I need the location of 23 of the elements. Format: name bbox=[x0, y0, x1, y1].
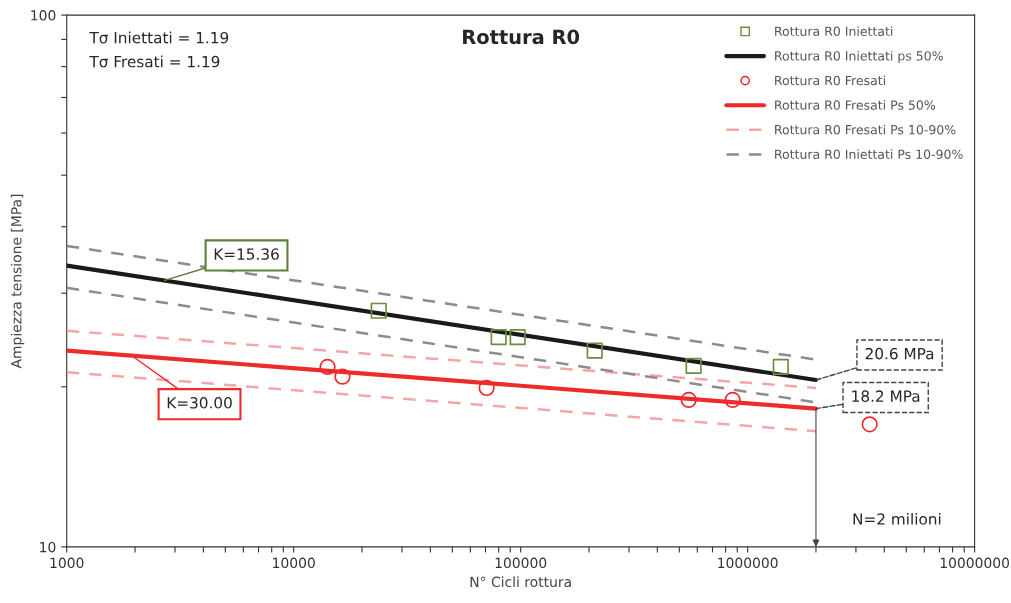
legend-label: Rottura R0 Iniettati ps 50% bbox=[775, 50, 943, 64]
legend-label: Rottura R0 Fresati bbox=[775, 75, 885, 86]
y-tick-label: 10 bbox=[40, 541, 56, 553]
x-tick-label: 10000 bbox=[273, 557, 315, 569]
x-tick-label: 10000000 bbox=[940, 557, 1010, 569]
annotation: N=2 milioni bbox=[853, 512, 941, 525]
legend-label: Rottura R0 Iniettati bbox=[775, 26, 893, 36]
x-tick-label: 1000000 bbox=[718, 557, 778, 569]
annotation: Tσ Fresati = 1.19 bbox=[89, 55, 220, 68]
annotation: 20.6 MPa bbox=[865, 347, 934, 360]
annotation: Tσ Iniettati = 1.19 bbox=[89, 31, 229, 44]
y-tick-label: 100 bbox=[31, 10, 56, 21]
legend-label: Rottura R0 Iniettati Ps 10-90% bbox=[775, 149, 963, 159]
annotation: K=30.00 bbox=[167, 397, 232, 409]
x-tick-label: 1000 bbox=[50, 557, 84, 569]
annotation: K=15.36 bbox=[214, 248, 279, 260]
x-axis-title: N° Cicli rottura bbox=[470, 576, 571, 588]
y-axis-title: Ampiezza tensione [MPa] bbox=[10, 194, 25, 369]
text: Rottura R0 bbox=[463, 29, 580, 45]
legend-label: Rottura R0 Fresati Ps 50% bbox=[775, 100, 936, 110]
x-tick-label: 100000 bbox=[495, 557, 547, 569]
legend-label: Rottura R0 Fresati Ps 10-90% bbox=[775, 124, 956, 135]
annotation: 18.2 MPa bbox=[852, 390, 920, 402]
